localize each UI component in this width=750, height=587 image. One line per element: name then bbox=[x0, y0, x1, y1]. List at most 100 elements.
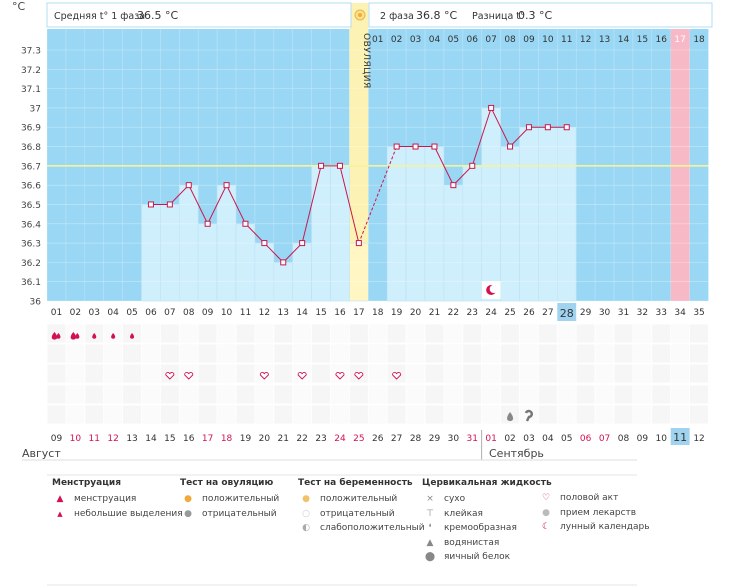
marker-cell[interactable] bbox=[670, 384, 691, 405]
temperature-point[interactable] bbox=[488, 104, 495, 111]
marker-cell[interactable] bbox=[84, 404, 105, 425]
marker-cell[interactable] bbox=[424, 343, 445, 364]
marker-cell[interactable] bbox=[159, 384, 180, 405]
marker-cell[interactable] bbox=[178, 384, 199, 405]
marker-cell[interactable] bbox=[651, 343, 672, 364]
marker-cell[interactable] bbox=[84, 343, 105, 364]
marker-cell[interactable] bbox=[65, 384, 86, 405]
marker-cell[interactable] bbox=[575, 404, 596, 425]
marker-cell[interactable] bbox=[348, 384, 369, 405]
marker-cell[interactable] bbox=[46, 343, 67, 364]
marker-cell[interactable] bbox=[330, 323, 350, 344]
marker-cell[interactable] bbox=[538, 404, 558, 425]
marker-cell[interactable] bbox=[103, 363, 123, 384]
marker-cell[interactable] bbox=[273, 363, 294, 384]
marker-cell[interactable] bbox=[500, 343, 520, 364]
marker-cell[interactable] bbox=[65, 343, 86, 364]
marker-cell[interactable] bbox=[538, 343, 558, 364]
marker-cell[interactable] bbox=[519, 363, 539, 384]
marker-cell[interactable] bbox=[122, 384, 142, 405]
marker-cell[interactable] bbox=[367, 404, 388, 425]
temperature-point[interactable] bbox=[469, 162, 476, 169]
marker-cell[interactable] bbox=[689, 384, 709, 405]
marker-cell[interactable] bbox=[594, 404, 615, 425]
marker-cell[interactable] bbox=[292, 384, 313, 405]
marker-cell[interactable] bbox=[386, 323, 407, 344]
temperature-point[interactable] bbox=[544, 124, 551, 131]
marker-cell[interactable] bbox=[386, 404, 407, 425]
marker-cell[interactable] bbox=[311, 323, 331, 344]
marker-cell[interactable] bbox=[159, 404, 180, 425]
marker-cell[interactable] bbox=[632, 363, 653, 384]
marker-cell[interactable] bbox=[254, 384, 275, 405]
marker-cell[interactable] bbox=[254, 343, 275, 364]
marker-cell[interactable] bbox=[481, 343, 502, 364]
marker-cell[interactable] bbox=[405, 404, 426, 425]
marker-cell[interactable] bbox=[367, 384, 388, 405]
marker-cell[interactable] bbox=[141, 363, 161, 384]
marker-cell[interactable] bbox=[386, 384, 407, 405]
marker-cell[interactable] bbox=[103, 404, 123, 425]
marker-cell[interactable] bbox=[462, 404, 483, 425]
marker-cell[interactable] bbox=[556, 404, 577, 425]
marker-cell[interactable] bbox=[519, 404, 539, 425]
marker-cell[interactable] bbox=[65, 363, 86, 384]
marker-cell[interactable] bbox=[405, 363, 426, 384]
temperature-point[interactable] bbox=[185, 182, 192, 189]
marker-cell[interactable] bbox=[613, 404, 634, 425]
marker-cell[interactable] bbox=[481, 384, 502, 405]
marker-cell[interactable] bbox=[235, 363, 256, 384]
marker-cell[interactable] bbox=[443, 343, 464, 364]
marker-cell[interactable] bbox=[273, 343, 294, 364]
marker-cell[interactable] bbox=[122, 404, 142, 425]
temperature-point[interactable] bbox=[450, 182, 457, 189]
marker-cell[interactable] bbox=[575, 323, 596, 344]
temperature-point[interactable] bbox=[166, 201, 173, 208]
marker-cell[interactable] bbox=[348, 343, 369, 364]
marker-cell[interactable] bbox=[594, 363, 615, 384]
marker-cell[interactable] bbox=[613, 323, 634, 344]
marker-cell[interactable] bbox=[632, 323, 653, 344]
temperature-point[interactable] bbox=[412, 143, 419, 150]
marker-cell[interactable] bbox=[443, 384, 464, 405]
marker-cell[interactable] bbox=[556, 323, 577, 344]
marker-cell[interactable] bbox=[594, 323, 615, 344]
marker-cell[interactable] bbox=[538, 363, 558, 384]
marker-cell[interactable] bbox=[481, 323, 502, 344]
marker-cell[interactable] bbox=[632, 404, 653, 425]
marker-cell[interactable] bbox=[103, 343, 123, 364]
marker-cell[interactable] bbox=[235, 323, 256, 344]
marker-cell[interactable] bbox=[197, 363, 218, 384]
marker-cell[interactable] bbox=[46, 384, 67, 405]
marker-cell[interactable] bbox=[65, 323, 86, 344]
marker-cell[interactable] bbox=[651, 323, 672, 344]
marker-cell[interactable] bbox=[424, 404, 445, 425]
temperature-point[interactable] bbox=[525, 124, 532, 131]
marker-cell[interactable] bbox=[443, 404, 464, 425]
marker-cell[interactable] bbox=[575, 363, 596, 384]
marker-cell[interactable] bbox=[273, 384, 294, 405]
marker-cell[interactable] bbox=[216, 363, 237, 384]
marker-cell[interactable] bbox=[367, 343, 388, 364]
marker-cell[interactable] bbox=[178, 323, 199, 344]
marker-cell[interactable] bbox=[235, 384, 256, 405]
marker-cell[interactable] bbox=[405, 343, 426, 364]
marker-cell[interactable] bbox=[538, 384, 558, 405]
marker-cell[interactable] bbox=[103, 384, 123, 405]
marker-cell[interactable] bbox=[122, 363, 142, 384]
marker-cell[interactable] bbox=[689, 404, 709, 425]
marker-cell[interactable] bbox=[84, 363, 105, 384]
marker-cell[interactable] bbox=[197, 384, 218, 405]
marker-cell[interactable] bbox=[311, 384, 331, 405]
temperature-point[interactable] bbox=[147, 201, 154, 208]
marker-cell[interactable] bbox=[292, 343, 313, 364]
marker-cell[interactable] bbox=[594, 343, 615, 364]
marker-cell[interactable] bbox=[575, 384, 596, 405]
marker-cell[interactable] bbox=[651, 384, 672, 405]
marker-cell[interactable] bbox=[670, 323, 691, 344]
marker-cell[interactable] bbox=[367, 323, 388, 344]
temperature-point[interactable] bbox=[318, 162, 325, 169]
marker-cell[interactable] bbox=[197, 323, 218, 344]
temperature-point[interactable] bbox=[431, 143, 438, 150]
marker-cell[interactable] bbox=[348, 404, 369, 425]
